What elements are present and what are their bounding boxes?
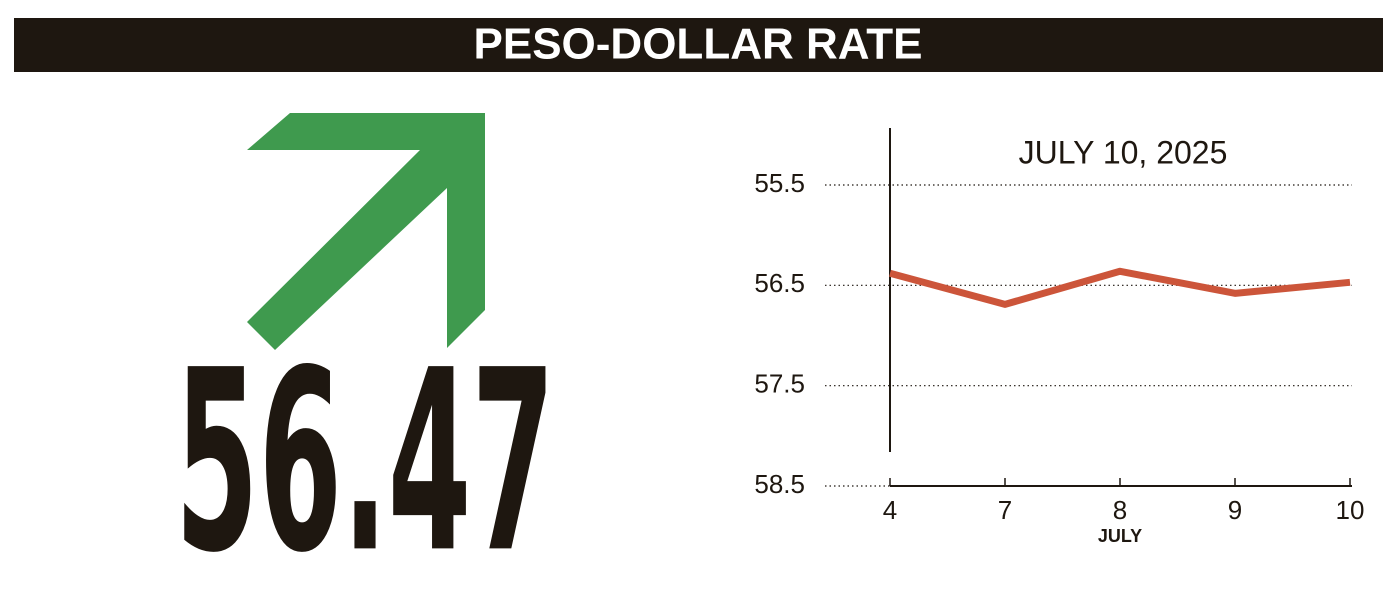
y-tick-label: 56.5 (754, 268, 805, 298)
title-bar (14, 18, 1383, 72)
x-tick-label: 10 (1336, 495, 1365, 525)
data-line (889, 267, 1351, 308)
title: PESO-DOLLAR RATE (474, 20, 923, 69)
y-tick-label: 55.5 (754, 168, 805, 198)
y-tick-label: 57.5 (754, 369, 805, 399)
x-axis-label: JULY (1098, 526, 1142, 546)
y-tick-label: 58.5 (754, 469, 805, 499)
headline-value: 56.47 (175, 316, 555, 605)
x-tick-label: 7 (998, 495, 1012, 525)
annotation: JULY 10, 2025 (1019, 134, 1228, 170)
x-tick-label: 8 (1113, 495, 1127, 525)
x-tick-label: 9 (1228, 495, 1242, 525)
up-arrow (247, 113, 485, 350)
x-tick-label: 4 (883, 495, 897, 525)
